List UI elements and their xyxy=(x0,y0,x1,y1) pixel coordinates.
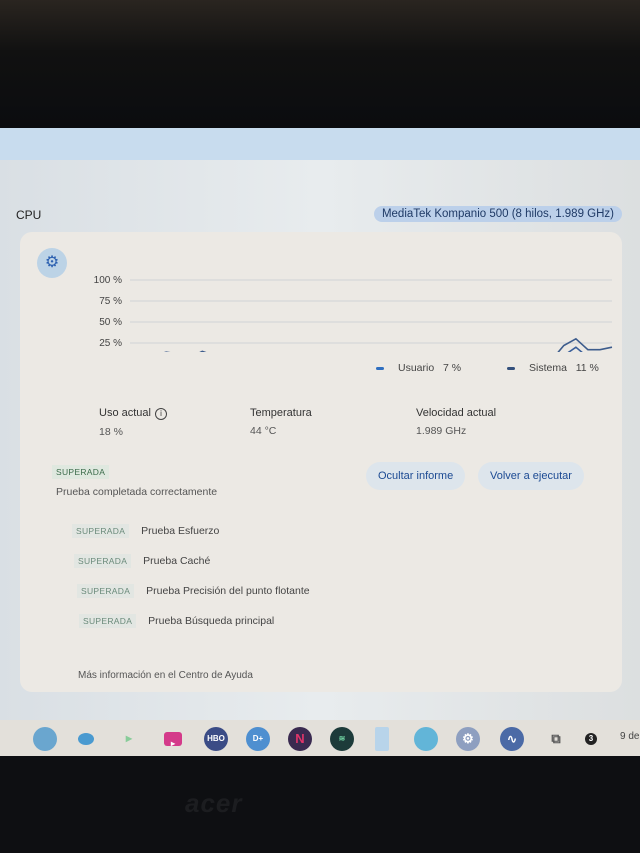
play-store-icon[interactable]: ▶ xyxy=(125,734,133,743)
y-tick-label: 25 % xyxy=(99,338,122,349)
stat-speed: Velocidad actual 1.989 GHz xyxy=(416,407,497,437)
screen: CPU MediaTek Kompanio 500 (8 hilos, 1.98… xyxy=(0,128,640,756)
app-header xyxy=(0,128,640,160)
y-tick-label: 100 % xyxy=(94,275,122,286)
date[interactable]: 9 de xyxy=(620,731,640,742)
cpu-model-chip: MediaTek Kompanio 500 (8 hilos, 1.989 GH… xyxy=(373,206,622,222)
test-item: SUPERADA Prueba Precisión del punto flota… xyxy=(77,584,310,598)
status-badge: SUPERADA xyxy=(52,465,110,479)
notification-count[interactable]: 3 xyxy=(585,733,597,745)
legend-usuario: Usuario 7 % xyxy=(376,362,461,374)
taskbar: ▶ ▸ HBO D+ N ≋ ⚙ ∿ ⧉ 3 9 de xyxy=(0,720,640,756)
rerun-button[interactable]: Volver a ejecutar xyxy=(478,462,584,490)
section-title: CPU xyxy=(16,208,42,222)
docs-icon[interactable] xyxy=(375,727,389,751)
test-item: SUPERADA Prueba Esfuerzo xyxy=(72,524,219,538)
photo-background-top xyxy=(0,0,640,128)
cpu-chip-icon: ⚙ xyxy=(37,248,67,278)
help-center-link[interactable]: Más información en el Centro de Ayuda xyxy=(78,670,253,681)
youtube-icon[interactable]: ▸ xyxy=(164,732,182,748)
prime-video-icon[interactable] xyxy=(414,727,438,751)
y-tick-label: 50 % xyxy=(99,317,122,328)
hbo-max-icon[interactable]: HBO xyxy=(204,727,228,751)
info-icon[interactable]: i xyxy=(154,408,167,420)
test-item: SUPERADA Prueba Caché xyxy=(74,554,210,568)
spotify-icon[interactable]: ≋ xyxy=(330,727,354,751)
y-tick-label: 75 % xyxy=(99,296,122,307)
hide-report-button[interactable]: Ocultar informe xyxy=(366,462,466,490)
files-app-icon[interactable] xyxy=(33,727,57,751)
series-line-sistema xyxy=(163,337,613,352)
brand-logo: acer xyxy=(185,788,243,818)
result: SUPERADA Prueba completada correctamente xyxy=(52,462,217,498)
stat-temperature: Temperatura 44 °C xyxy=(250,407,312,437)
test-item: SUPERADA Prueba Búsqueda principal xyxy=(79,614,274,628)
cpu-card: ⚙ 100 %75 %50 %25 %0 % Usuario 7 % Siste… xyxy=(20,232,622,692)
settings-icon[interactable]: ⚙ xyxy=(456,727,480,751)
result-text: Prueba completada correctamente xyxy=(56,486,218,498)
diagnostics-icon[interactable]: ∿ xyxy=(500,727,524,751)
cpu-usage-chart: 100 %75 %50 %25 %0 % xyxy=(94,275,613,352)
screenshot-icon[interactable]: ⧉ xyxy=(551,731,561,746)
stat-usage: Uso actual i 18 % xyxy=(99,407,167,438)
netflix-icon[interactable]: N xyxy=(288,727,312,751)
messages-app-icon[interactable] xyxy=(78,733,94,745)
legend-sistema: Sistema 11 % xyxy=(507,362,599,374)
disney-plus-icon[interactable]: D+ xyxy=(246,727,270,751)
